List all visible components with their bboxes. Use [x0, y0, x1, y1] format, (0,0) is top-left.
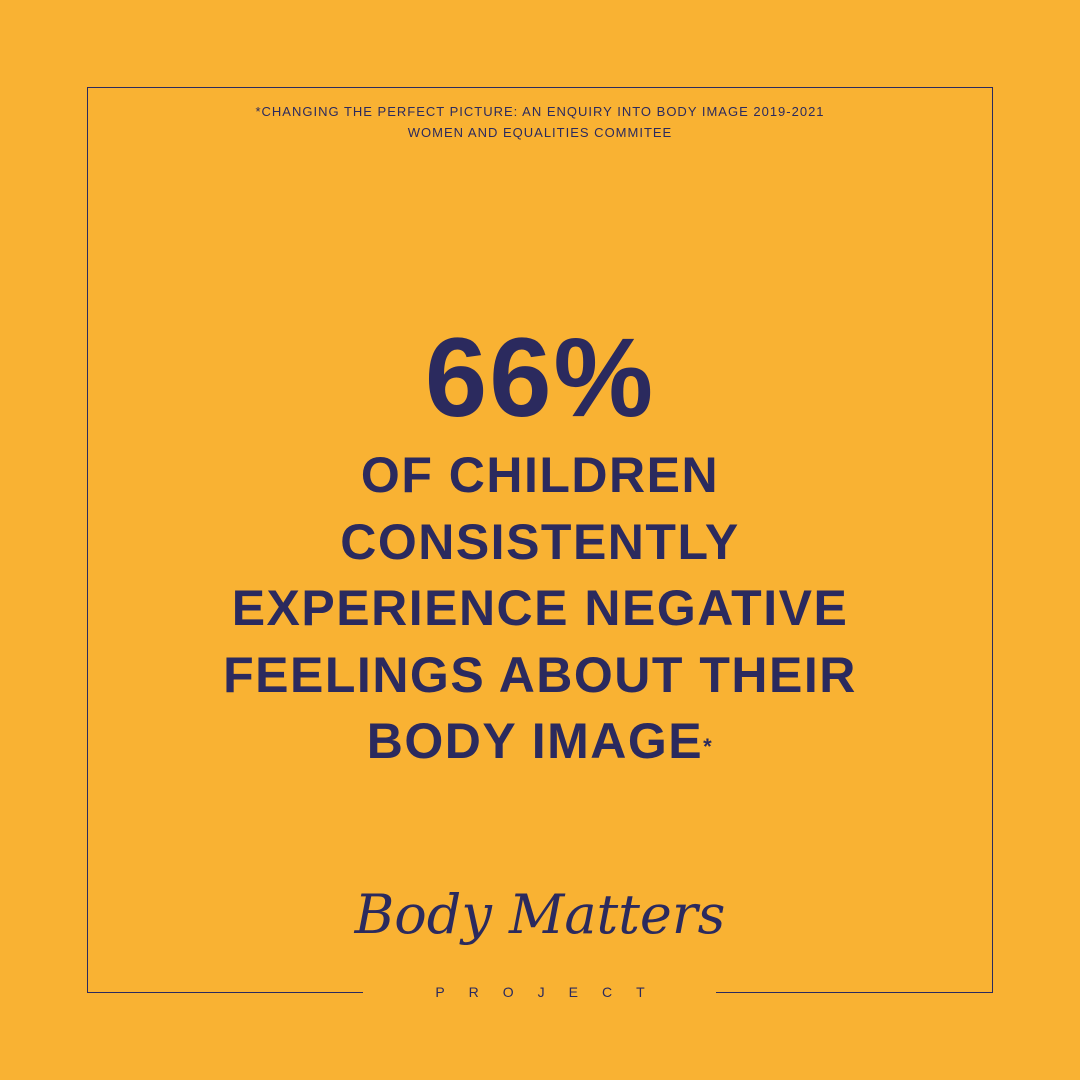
statement-text: EXPERIENCE NEGATIVE [231, 580, 849, 636]
logo-subtitle: PROJECT [435, 984, 669, 1000]
statement-line: EXPERIENCE NEGATIVE [0, 575, 1080, 642]
statement-text: CONSISTENTLY [340, 513, 740, 570]
statement-line: BODY IMAGE* [0, 708, 1080, 775]
stat: 66% [424, 315, 656, 440]
statement: OF CHILDREN CONSISTENTLY EXPERIENCE NEGATI… [0, 442, 1080, 775]
frame [992, 87, 993, 993]
statement-text: BODY IMAGE [366, 713, 704, 769]
statement-line: OF CHILDREN [0, 442, 1080, 509]
statement-line: FEELINGS ABOUT THEIR [0, 642, 1080, 709]
frame [716, 992, 993, 993]
frame [87, 87, 993, 88]
statement-line: CONSISTENTLY [0, 509, 1080, 576]
frame [87, 992, 363, 993]
footnote-mark: * [703, 734, 714, 759]
statement-text: OF CHILDREN [360, 447, 720, 503]
frame [87, 87, 88, 993]
logo: Body Matters [354, 883, 726, 946]
footnote: WOMEN AND EQUALITIES COMMITEE [407, 125, 673, 140]
footnote: *CHANGING THE PERFECT PICTURE: AN ENQUIR… [255, 104, 825, 119]
statement-text: FEELINGS ABOUT THEIR [223, 646, 857, 703]
